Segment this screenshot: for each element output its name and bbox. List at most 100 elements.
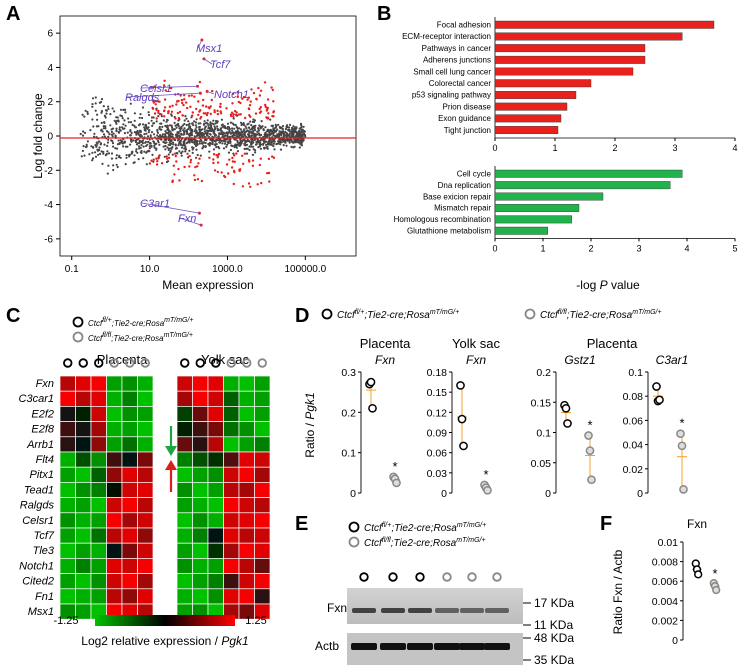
ma-point bbox=[212, 119, 215, 122]
ma-point bbox=[216, 121, 219, 124]
legend-circle-hom bbox=[72, 331, 84, 343]
ma-point bbox=[173, 128, 176, 131]
ma-point bbox=[135, 150, 138, 153]
ma-point bbox=[79, 132, 82, 136]
ma-gene-label: Tcf7 bbox=[210, 59, 231, 71]
ma-point bbox=[203, 120, 206, 123]
ma-point bbox=[236, 135, 240, 138]
bar-x-tick-label: 3 bbox=[672, 143, 677, 153]
heatmap-cell bbox=[207, 406, 224, 422]
ma-point bbox=[162, 119, 165, 122]
ma-point bbox=[257, 140, 261, 143]
ma-point bbox=[103, 121, 106, 124]
ma-point bbox=[95, 141, 98, 144]
heatmap-cell bbox=[176, 542, 193, 559]
d-subplot-title: Yolk sac bbox=[452, 336, 500, 351]
ma-point bbox=[211, 122, 214, 125]
ma-point bbox=[171, 141, 175, 144]
pathway-bar bbox=[494, 44, 646, 53]
ma-point bbox=[99, 152, 102, 155]
d-y-tick-label: 0.2 bbox=[341, 407, 356, 419]
ma-significant-point bbox=[233, 160, 236, 163]
ma-point bbox=[205, 139, 208, 142]
ma-point bbox=[211, 127, 214, 130]
ma-point bbox=[193, 141, 196, 144]
ma-significant-point bbox=[237, 113, 240, 116]
heatmap-cell bbox=[192, 558, 209, 574]
ma-point bbox=[301, 129, 304, 132]
heatmap-cell bbox=[192, 512, 209, 529]
d-data-point bbox=[392, 478, 401, 488]
ma-point bbox=[226, 127, 229, 130]
lane-genotype-circles bbox=[359, 572, 502, 582]
marker-35kda: 35 KDa bbox=[534, 653, 574, 667]
ma-point bbox=[152, 140, 155, 143]
ma-y-tick-label: -6 bbox=[44, 234, 53, 245]
ma-point bbox=[254, 124, 257, 127]
ma-significant-point bbox=[248, 160, 251, 163]
d-y-axis-label: Ratio / Pgk1 bbox=[303, 392, 317, 457]
ma-point bbox=[162, 140, 165, 144]
ma-point bbox=[108, 133, 111, 136]
heatmap-cell bbox=[121, 482, 138, 498]
ma-point bbox=[252, 118, 255, 121]
ma-point bbox=[250, 131, 253, 134]
pathway-bar bbox=[494, 79, 592, 88]
ma-point bbox=[191, 151, 194, 154]
heatmap-cell bbox=[254, 527, 271, 544]
ma-significant-point bbox=[272, 100, 275, 103]
ma-point bbox=[184, 115, 187, 118]
ma-point bbox=[263, 147, 266, 150]
heatmap-cell bbox=[207, 466, 224, 483]
ma-point bbox=[152, 160, 155, 163]
d-data-point bbox=[676, 429, 685, 439]
ma-point bbox=[146, 135, 149, 138]
heatmap-cell bbox=[121, 375, 138, 392]
d-legend-circle-het bbox=[321, 308, 333, 320]
ma-point bbox=[210, 124, 213, 127]
pathway-label: Tight junction bbox=[444, 126, 491, 135]
ma-significant-point bbox=[239, 113, 242, 116]
ma-point bbox=[155, 148, 158, 151]
ma-point bbox=[121, 140, 124, 143]
ma-significant-point bbox=[216, 112, 220, 116]
d-y-tick-label: 0.15 bbox=[427, 387, 448, 399]
ma-point bbox=[298, 135, 301, 138]
ma-point bbox=[256, 141, 259, 144]
heatmap-cell bbox=[192, 421, 209, 438]
ma-point bbox=[151, 124, 154, 127]
ma-point bbox=[225, 131, 228, 134]
ma-point bbox=[91, 105, 94, 108]
ma-point bbox=[126, 145, 129, 148]
ma-point bbox=[142, 157, 145, 160]
ma-point bbox=[144, 123, 148, 127]
ma-y-tick-label: -4 bbox=[44, 200, 53, 211]
ma-point bbox=[214, 140, 217, 143]
ma-point bbox=[152, 122, 156, 125]
d-data-point bbox=[585, 446, 595, 455]
ma-point bbox=[91, 103, 94, 106]
ma-point bbox=[104, 127, 107, 130]
ma-significant-point bbox=[251, 159, 255, 162]
heatmap-cell bbox=[59, 588, 76, 605]
ma-point bbox=[209, 132, 212, 136]
heatmap-cell bbox=[59, 436, 76, 453]
ma-point bbox=[199, 138, 202, 141]
ma-point bbox=[96, 149, 100, 152]
ma-point bbox=[107, 107, 110, 111]
ma-significant-point bbox=[189, 161, 192, 164]
actb-band bbox=[351, 643, 377, 650]
ma-x-tick-label: 100000.0 bbox=[284, 264, 326, 275]
ma-labeled-point bbox=[199, 223, 203, 227]
ma-significant-point bbox=[216, 109, 219, 113]
ma-point bbox=[98, 146, 101, 149]
ma-point bbox=[271, 125, 274, 128]
ma-annotation-line bbox=[203, 58, 213, 65]
ma-point bbox=[114, 134, 117, 137]
ma-point bbox=[286, 139, 289, 142]
ma-point bbox=[122, 108, 125, 111]
ma-significant-point bbox=[246, 98, 249, 101]
ma-point bbox=[169, 140, 172, 143]
heatmap-cell bbox=[90, 497, 107, 514]
ma-significant-point bbox=[266, 172, 269, 175]
